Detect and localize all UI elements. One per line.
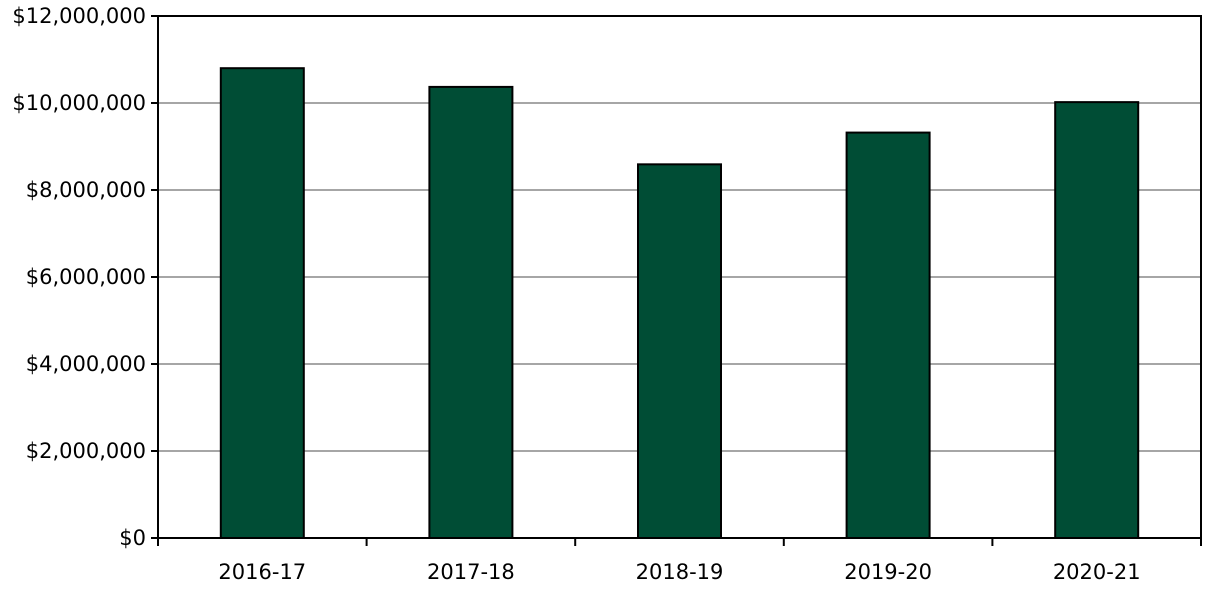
bar-2017-18 (428, 85, 514, 539)
y-tick-label: $10,000,000 (12, 91, 146, 115)
y-tick-label: $2,000,000 (26, 439, 146, 463)
bar-2019-20 (845, 131, 931, 540)
y-tick-label: $8,000,000 (26, 178, 146, 202)
x-tick-label: 2017-18 (427, 560, 515, 584)
y-tick-label: $6,000,000 (26, 265, 146, 289)
x-axis-ticks: 2016-17 2017-18 2018-19 2019-20 2020-21 (157, 538, 1202, 584)
bar-2020-21 (1054, 101, 1140, 539)
bars (219, 67, 1140, 540)
x-tick-label: 2020-21 (1053, 560, 1141, 584)
bar-2018-19 (637, 163, 722, 540)
x-tick-label: 2016-17 (218, 560, 306, 584)
x-tick-label: 2018-19 (636, 560, 724, 584)
y-tick-label: $0 (119, 526, 146, 550)
y-axis-ticks: $0 $2,000,000 $4,000,000 $6,000,000 $8,000,0… (12, 4, 158, 550)
y-tick-label: $12,000,000 (12, 4, 146, 28)
x-tick-label: 2019-20 (844, 560, 932, 584)
y-tick-label: $4,000,000 (26, 352, 146, 376)
bar-2016-17 (219, 67, 305, 539)
